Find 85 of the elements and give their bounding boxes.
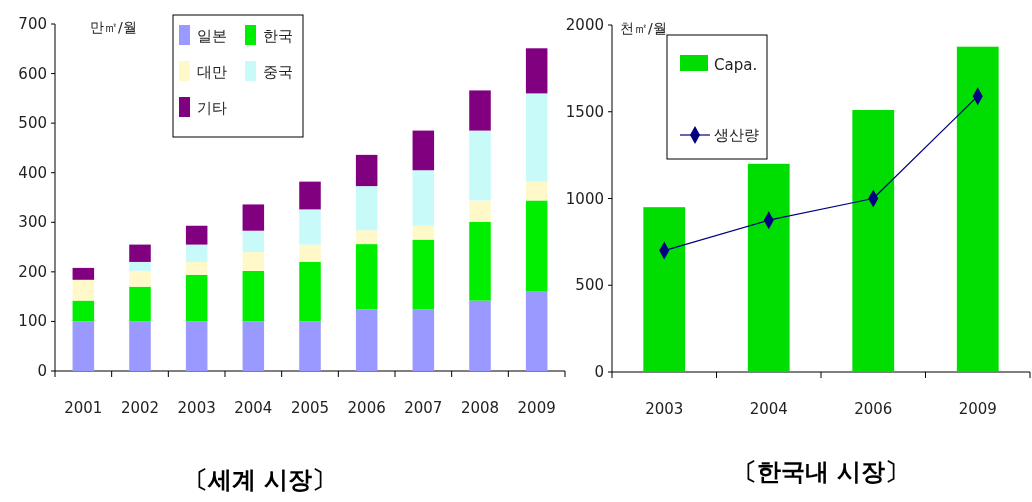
bar xyxy=(852,110,895,372)
bar xyxy=(643,207,686,372)
bar xyxy=(185,244,208,262)
y-tick-label: 1000 xyxy=(565,189,604,208)
x-tick-label: 2006 xyxy=(854,400,893,418)
y-axis-title: 만㎡/월 xyxy=(90,19,137,35)
x-tick-label: 2009 xyxy=(958,400,997,418)
legend-label: 한국 xyxy=(263,27,293,45)
legend-label: 기타 xyxy=(197,99,227,117)
bar xyxy=(355,230,378,245)
x-tick-label: 2006 xyxy=(347,399,386,417)
bar xyxy=(469,221,491,301)
bar xyxy=(72,300,95,322)
y-tick-label: 1500 xyxy=(565,102,604,121)
bar xyxy=(299,244,321,262)
legend-label: 일본 xyxy=(197,27,227,45)
bar xyxy=(72,279,95,301)
bar xyxy=(299,181,321,210)
x-tick-label: 2005 xyxy=(290,399,330,417)
y-tick-label: 500 xyxy=(575,276,604,295)
bar xyxy=(525,48,548,94)
y-tick-label: 2000 xyxy=(565,16,604,34)
bar xyxy=(525,181,548,201)
bar xyxy=(185,274,208,322)
bar xyxy=(129,321,151,371)
bar xyxy=(469,300,491,371)
bar xyxy=(242,230,265,253)
bar xyxy=(412,170,435,226)
bar xyxy=(242,204,265,231)
y-tick-label: 0 xyxy=(594,363,604,381)
legend-label: 중국 xyxy=(263,63,293,81)
y-tick-label: 0 xyxy=(37,362,47,380)
bar xyxy=(129,270,151,287)
bar xyxy=(525,93,548,182)
bar xyxy=(747,163,790,372)
bar xyxy=(956,46,999,372)
y-tick-label: 500 xyxy=(18,114,47,133)
x-tick-label: 2004 xyxy=(234,399,273,417)
x-tick-label: 2002 xyxy=(120,399,160,417)
y-tick-label: 300 xyxy=(18,213,47,232)
legend-label: 생산량 xyxy=(714,126,759,144)
x-tick-label: 2001 xyxy=(64,399,103,417)
legend-label: 대만 xyxy=(197,63,227,81)
bar xyxy=(299,261,321,322)
x-tick-label: 2003 xyxy=(177,399,216,417)
bar xyxy=(185,225,208,245)
bar xyxy=(355,309,378,371)
text: 〔한국내 시장〕 xyxy=(732,458,910,486)
bar xyxy=(185,261,208,275)
bar xyxy=(72,321,95,371)
bar xyxy=(129,286,151,322)
y-tick-label: 400 xyxy=(18,163,47,182)
y-tick-label: 600 xyxy=(18,64,47,83)
bar xyxy=(412,309,435,371)
bar xyxy=(129,261,151,271)
bar xyxy=(525,291,548,371)
bar xyxy=(242,252,265,271)
bar xyxy=(412,225,435,240)
bar xyxy=(299,321,321,371)
bar xyxy=(355,186,378,231)
bar xyxy=(469,130,491,201)
x-tick-label: 2004 xyxy=(749,400,788,418)
bar xyxy=(469,90,491,131)
x-tick-label: 2008 xyxy=(460,399,500,417)
bar xyxy=(412,239,435,310)
bar xyxy=(185,321,208,371)
x-tick-label: 2003 xyxy=(645,400,684,418)
y-tick-label: 200 xyxy=(18,262,47,281)
bar xyxy=(242,321,265,371)
y-axis-title: 천㎡/월 xyxy=(620,20,667,36)
bar xyxy=(355,154,378,187)
x-tick-label: 2007 xyxy=(404,399,443,417)
text: 〔세계 시장〕 xyxy=(183,466,337,494)
bar xyxy=(355,244,378,310)
x-tick-label: 2009 xyxy=(517,399,556,417)
bar xyxy=(525,200,548,292)
legend-label: Capa. xyxy=(714,56,758,74)
y-tick-label: 100 xyxy=(18,312,47,331)
bar xyxy=(72,267,95,280)
y-tick-label: 700 xyxy=(18,15,47,33)
bar xyxy=(469,200,491,222)
bar xyxy=(242,270,265,322)
bar xyxy=(299,209,321,245)
bar xyxy=(129,244,151,262)
bar xyxy=(412,130,435,171)
